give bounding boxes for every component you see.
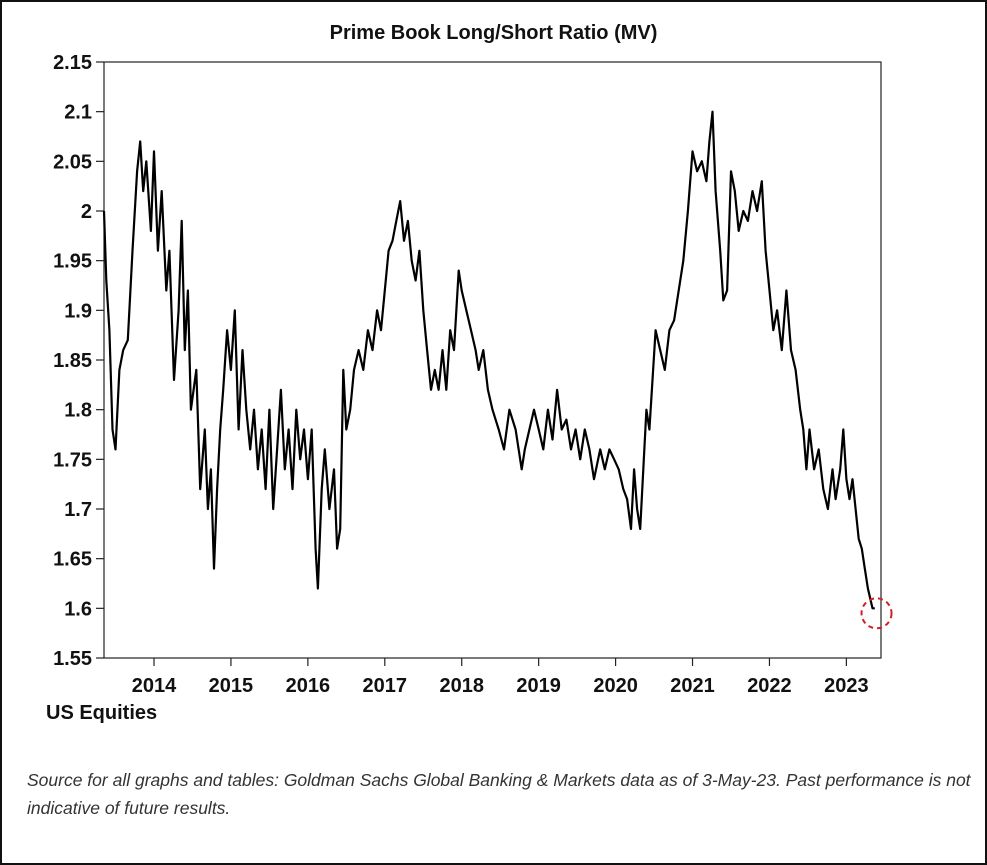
source-footnote: Source for all graphs and tables: Goldma… xyxy=(27,770,971,818)
y-tick-label: 1.9 xyxy=(64,300,92,322)
y-tick-label: 1.8 xyxy=(64,400,92,422)
plot-area: 1.55 1.6 1.65 1.7 1.75 1.8 1.85 1.9 1.95 2 2.05 2.1… xyxy=(53,52,893,697)
x-tick-label: 2021 xyxy=(670,675,715,697)
x-tick-label: 2020 xyxy=(593,675,638,697)
y-tick-label: 2.05 xyxy=(53,151,92,173)
series-line xyxy=(102,110,875,610)
chart-title: Prime Book Long/Short Ratio (MV) xyxy=(329,22,658,44)
x-tick-label: 2014 xyxy=(132,675,177,697)
y-tick-label: 1.7 xyxy=(64,499,92,521)
y-tick-label: 1.95 xyxy=(53,251,92,273)
y-tick-label: 1.65 xyxy=(53,549,92,571)
y-tick-label: 2.15 xyxy=(53,52,92,74)
y-tick-label: 2.1 xyxy=(64,102,92,124)
latest-value-highlight xyxy=(860,597,893,630)
y-tick-label: 1.75 xyxy=(53,449,92,471)
x-axis-label: US Equities xyxy=(46,702,158,724)
x-tick-label: 2017 xyxy=(363,675,408,697)
x-tick-label: 2023 xyxy=(824,675,869,697)
x-tick-label: 2018 xyxy=(439,675,484,697)
x-tick-label: 2022 xyxy=(747,675,792,697)
plot-border xyxy=(103,61,882,659)
y-tick-label: 1.55 xyxy=(53,648,92,670)
x-tick-label: 2015 xyxy=(209,675,254,697)
x-tick-label: 2016 xyxy=(286,675,331,697)
y-tick-label: 2 xyxy=(81,201,92,223)
x-tick-label: 2019 xyxy=(516,675,561,697)
y-tick-label: 1.6 xyxy=(64,598,92,620)
y-tick-label: 1.85 xyxy=(53,350,92,372)
